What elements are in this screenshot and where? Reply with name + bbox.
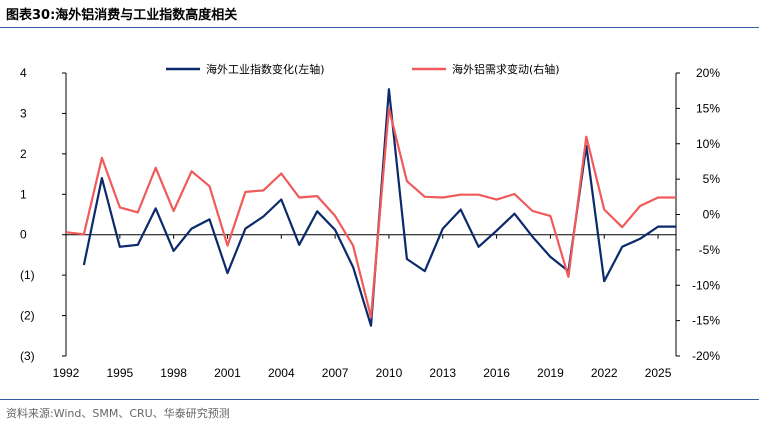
left-tick-label: (3) xyxy=(20,349,35,363)
x-tick-label: 2004 xyxy=(268,366,295,380)
series-layer xyxy=(65,88,676,327)
x-tick-label: 1995 xyxy=(106,366,133,380)
right-tick-label: 5% xyxy=(703,172,721,186)
right-tick-label: -5% xyxy=(699,243,721,257)
series-line-2 xyxy=(65,107,676,319)
right-tick-label: 15% xyxy=(696,101,720,115)
right-tick-label: 0% xyxy=(703,208,721,222)
left-tick-label: (2) xyxy=(20,309,35,323)
right-tick-label: -10% xyxy=(692,278,720,292)
legend-label-2: 海外铝需求变动(右轴) xyxy=(452,62,560,76)
x-tick-label: 1998 xyxy=(160,366,187,380)
x-tick-label: 2001 xyxy=(214,366,241,380)
axes: 4 3 2 1 0 (1) (2) (3) 20% 15% 10% 5% 0% -5% -10% -15% -2… xyxy=(20,66,720,380)
x-tick-label: 2019 xyxy=(537,366,564,380)
x-tick-label: 2007 xyxy=(322,366,349,380)
right-tick-label: 20% xyxy=(696,66,720,80)
right-tick-label: -20% xyxy=(692,349,720,363)
x-tick-label: 2013 xyxy=(429,366,456,380)
x-tick-label: 2010 xyxy=(376,366,403,380)
source-note: 资料来源:Wind、SMM、CRU、华泰研究预测 xyxy=(6,407,230,420)
title-divider xyxy=(0,27,759,28)
x-tick-label: 2025 xyxy=(645,366,672,380)
chart-title: 图表30:海外铝消费与工业指数高度相关 xyxy=(6,8,238,23)
right-tick-label: -15% xyxy=(692,314,720,328)
left-tick-label: 4 xyxy=(20,66,27,80)
legend: 海外工业指数变化(左轴) 海外铝需求变动(右轴) xyxy=(166,62,560,76)
source-divider xyxy=(0,399,759,400)
x-tick-label: 2022 xyxy=(591,366,618,380)
line-chart: 4 3 2 1 0 (1) (2) (3) 20% 15% 10% 5% 0% -5% -10% -15% -2… xyxy=(20,62,720,380)
left-tick-label: (1) xyxy=(20,268,35,282)
legend-label-1: 海外工业指数变化(左轴) xyxy=(206,62,325,76)
left-tick-label: 3 xyxy=(20,106,27,120)
x-tick-label: 1992 xyxy=(53,366,80,380)
x-tick-label: 2016 xyxy=(483,366,510,380)
left-tick-label: 2 xyxy=(20,147,27,161)
right-tick-label: 10% xyxy=(696,137,720,151)
left-tick-label: 0 xyxy=(20,228,27,242)
left-tick-label: 1 xyxy=(20,187,27,201)
